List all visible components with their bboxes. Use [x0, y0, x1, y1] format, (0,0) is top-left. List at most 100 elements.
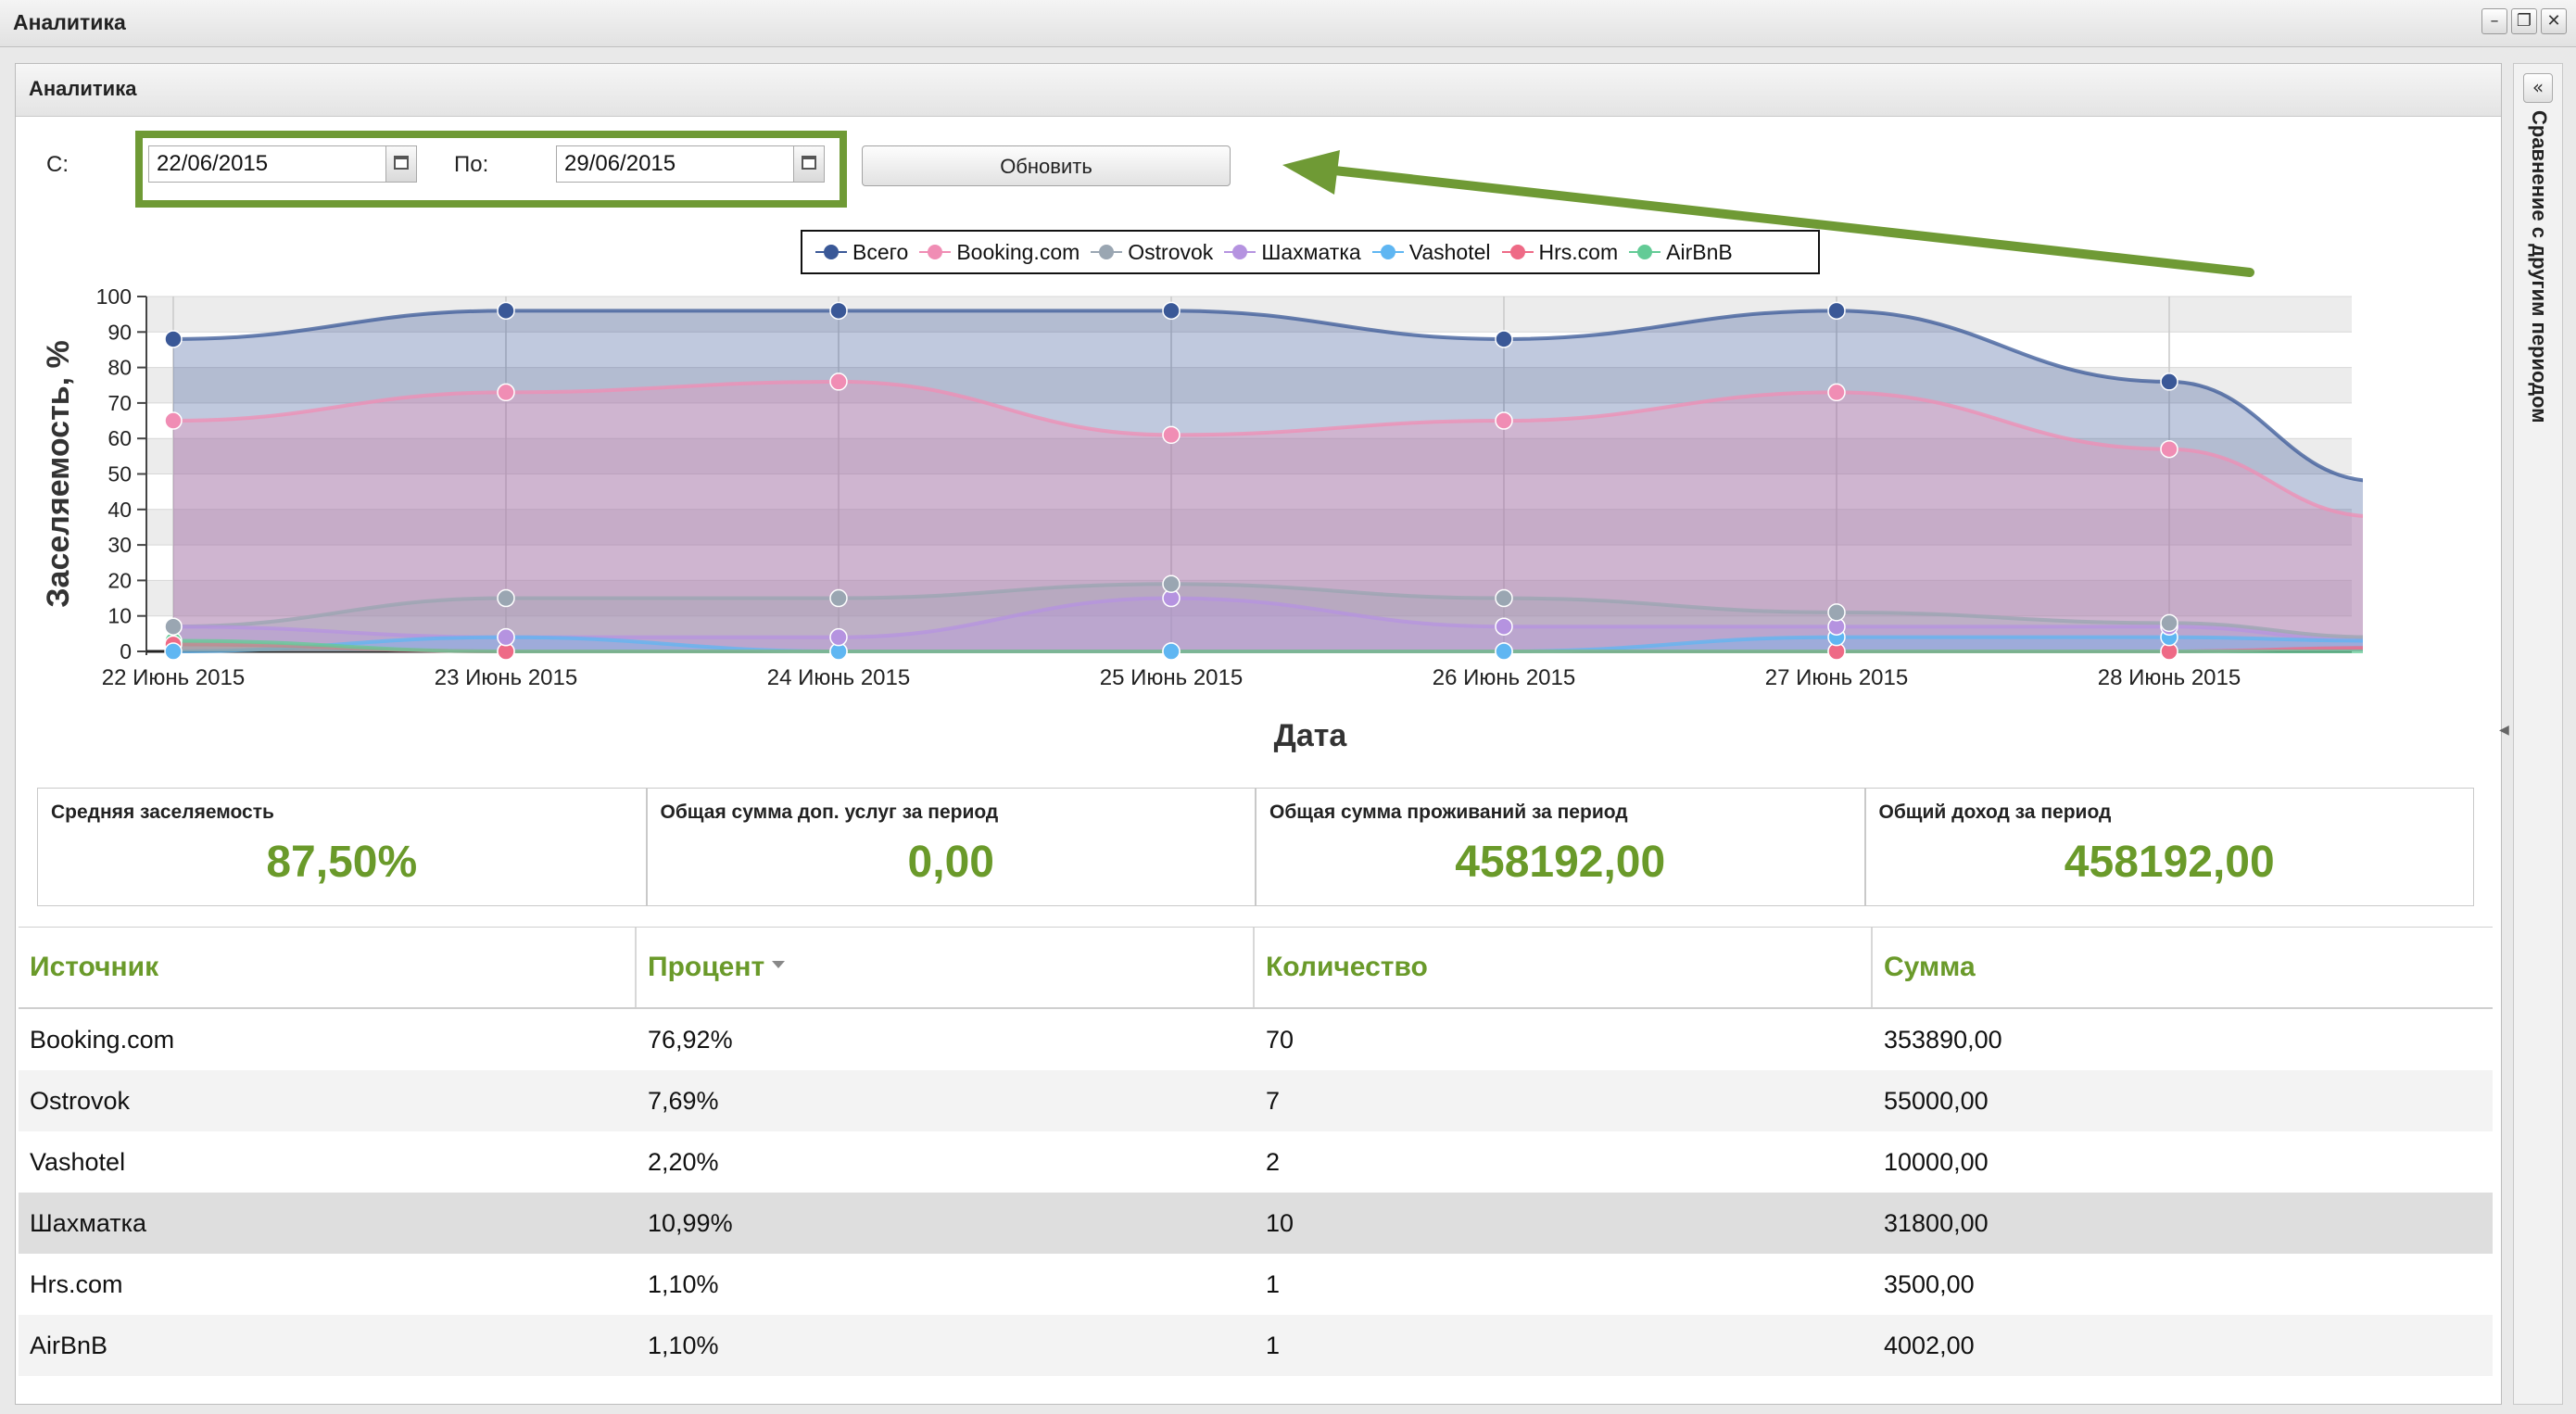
- data-point[interactable]: [164, 411, 183, 430]
- data-point[interactable]: [497, 301, 515, 321]
- legend-label: Всего: [852, 239, 909, 264]
- from-date-input[interactable]: [149, 146, 385, 182]
- data-point[interactable]: [1495, 411, 1513, 430]
- data-point[interactable]: [2160, 372, 2178, 391]
- column-header-count[interactable]: Количество: [1255, 928, 1873, 1007]
- legend-marker-icon: [1501, 244, 1534, 260]
- table-cell: 76,92%: [648, 1026, 733, 1054]
- table-cell: 353890,00: [1884, 1026, 2002, 1054]
- data-point[interactable]: [1162, 301, 1181, 321]
- table-cell: 31800,00: [1884, 1209, 1989, 1237]
- highlight-box: [135, 131, 847, 208]
- x-axis-title: Дата: [1274, 718, 1348, 753]
- table-cell: Booking.com: [30, 1026, 175, 1054]
- legend-item[interactable]: Booking.com: [919, 240, 1080, 265]
- legend-item[interactable]: AirBnB: [1629, 240, 1733, 265]
- summary-stats: Средняя заселяемость 87,50% Общая сумма …: [37, 788, 2474, 906]
- data-point[interactable]: [1827, 301, 1846, 321]
- expand-panel-icon[interactable]: «: [2523, 73, 2553, 103]
- from-date-field[interactable]: [148, 145, 417, 183]
- data-point[interactable]: [164, 642, 183, 661]
- series-area: [173, 381, 2363, 651]
- data-point[interactable]: [1495, 330, 1513, 348]
- comparison-side-panel[interactable]: « Сравнение с другим периодом: [2513, 63, 2563, 1405]
- data-point[interactable]: [1162, 642, 1181, 661]
- data-point[interactable]: [2160, 439, 2178, 459]
- calendar-icon[interactable]: [793, 146, 824, 182]
- table-row[interactable]: Hrs.com 1,10% 1 3500,00: [19, 1254, 2493, 1315]
- x-tick-label: 23 Июнь 2015: [435, 665, 577, 690]
- grid-band: [146, 438, 2352, 474]
- restore-icon[interactable]: ❐: [2511, 8, 2537, 34]
- column-header-percent[interactable]: Процент: [637, 928, 1255, 1007]
- table-cell: AirBnB: [30, 1332, 108, 1359]
- column-label: Процент: [648, 952, 765, 982]
- data-point[interactable]: [829, 372, 848, 391]
- legend-item[interactable]: Шахматка: [1224, 240, 1361, 265]
- stat-title: Средняя заселяемость: [51, 802, 274, 823]
- sources-table: Источник Процент Количество Сумма Bookin…: [19, 927, 2493, 1376]
- splitter-arrow-icon[interactable]: ◀: [2499, 723, 2509, 738]
- window-titlebar: Аналитика – ❐ ✕: [0, 0, 2576, 47]
- data-point[interactable]: [1495, 588, 1513, 608]
- table-cell: 1,10%: [648, 1332, 719, 1359]
- data-point[interactable]: [497, 588, 515, 608]
- analytics-panel: Аналитика: [15, 63, 2502, 1405]
- legend-item[interactable]: Vashotel: [1371, 239, 1491, 265]
- data-point[interactable]: [497, 627, 515, 647]
- calendar-icon[interactable]: [385, 146, 416, 182]
- table-cell: 1: [1266, 1332, 1281, 1359]
- data-point[interactable]: [1495, 617, 1513, 636]
- to-date-input[interactable]: [557, 146, 792, 182]
- legend-item[interactable]: Hrs.com: [1501, 240, 1618, 265]
- column-header-source[interactable]: Источник: [19, 928, 637, 1007]
- table-cell: 2,20%: [648, 1148, 719, 1176]
- series-line: [172, 638, 2363, 654]
- data-point[interactable]: [2160, 613, 2178, 633]
- chart-legend: Всего Booking.com Ostrovok Шахматка Vashotel…: [801, 230, 1820, 274]
- table-row[interactable]: Booking.com 76,92% 70 353890,00: [19, 1009, 2493, 1070]
- table-row[interactable]: AirBnB 1,10% 1 4002,00: [19, 1315, 2493, 1376]
- minimize-icon[interactable]: –: [2481, 8, 2507, 34]
- stat-value: 87,50%: [266, 838, 418, 887]
- data-point[interactable]: [1162, 425, 1181, 445]
- column-header-sum[interactable]: Сумма: [1873, 928, 2491, 1007]
- stat-value: 0,00: [907, 838, 994, 887]
- data-point[interactable]: [164, 330, 183, 348]
- series-line: [172, 309, 2363, 483]
- close-icon[interactable]: ✕: [2541, 8, 2567, 34]
- data-point[interactable]: [1162, 574, 1181, 593]
- to-date-field[interactable]: [556, 145, 825, 183]
- legend-marker-icon: [919, 244, 952, 260]
- table-cell: 55000,00: [1884, 1087, 1989, 1115]
- table-cell: 7: [1266, 1087, 1281, 1115]
- grid-band: [146, 367, 2352, 403]
- table-row[interactable]: Шахматка 10,99% 10 31800,00: [19, 1193, 2493, 1254]
- y-tick-label: 30: [107, 533, 132, 557]
- to-label: По:: [454, 152, 489, 177]
- data-point[interactable]: [829, 588, 848, 608]
- table-cell: 1,10%: [648, 1270, 719, 1298]
- data-point[interactable]: [1827, 383, 1846, 402]
- table-row[interactable]: Vashotel 2,20% 2 10000,00: [19, 1131, 2493, 1193]
- y-axis-title: Заселяемость, %: [41, 340, 76, 608]
- table-body: Booking.com 76,92% 70 353890,00 Ostrovok…: [19, 1009, 2493, 1376]
- data-point[interactable]: [829, 627, 848, 647]
- sort-desc-icon[interactable]: [772, 961, 786, 969]
- table-cell: Vashotel: [30, 1148, 126, 1176]
- legend-item[interactable]: Всего: [815, 240, 908, 265]
- data-point[interactable]: [1495, 642, 1513, 661]
- legend-item[interactable]: Ostrovok: [1091, 240, 1213, 265]
- table-row[interactable]: Ostrovok 7,69% 7 55000,00: [19, 1070, 2493, 1131]
- data-point[interactable]: [497, 383, 515, 402]
- legend-label: Vashotel: [1408, 239, 1491, 264]
- data-point[interactable]: [164, 617, 183, 636]
- data-point[interactable]: [829, 301, 848, 321]
- y-tick-label: 60: [107, 426, 132, 450]
- column-label: Сумма: [1884, 952, 1976, 982]
- table-cell: Hrs.com: [30, 1270, 123, 1298]
- legend-marker-icon: [1224, 244, 1256, 260]
- series-area: [173, 584, 2363, 651]
- refresh-button[interactable]: Обновить: [862, 145, 1231, 186]
- data-point[interactable]: [1827, 603, 1846, 622]
